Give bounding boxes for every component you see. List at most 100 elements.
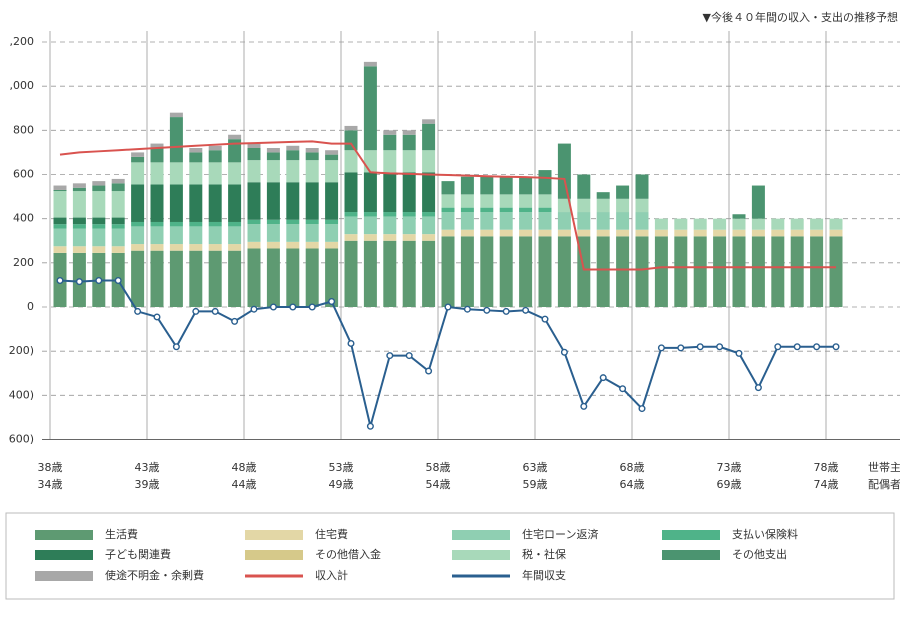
bar-segment <box>422 212 436 217</box>
bar-segment <box>460 236 474 307</box>
bar-segment <box>480 236 494 307</box>
bar-segment <box>247 148 261 161</box>
bar-segment <box>111 246 125 253</box>
x-tick-label-spouse: 44歳 <box>232 478 257 491</box>
bar-segment <box>344 125 358 131</box>
bar-segment <box>325 160 339 183</box>
bar-segment <box>131 152 145 157</box>
bar-segment <box>266 248 280 307</box>
bar-segment <box>92 224 106 229</box>
x-tick-label-spouse: 69歳 <box>717 478 742 491</box>
bar-segment <box>402 172 416 213</box>
x-tick-label: 68歳 <box>620 461 645 474</box>
bar-segment <box>92 228 106 247</box>
x-tick-label-spouse: 59歳 <box>523 478 548 491</box>
bar-segment <box>732 229 746 237</box>
bar-segment <box>363 216 377 235</box>
bar-segment <box>286 145 300 151</box>
bar-segment <box>383 216 397 235</box>
bar-segment <box>53 224 67 229</box>
bar-segment <box>150 250 164 307</box>
x-tick-label: 63歳 <box>523 461 548 474</box>
bar-segment <box>228 184 242 222</box>
bar-segment <box>247 160 261 183</box>
bar-segment <box>616 198 630 213</box>
bar-segment <box>189 152 203 163</box>
line-marker <box>813 343 821 351</box>
bar-segment <box>131 244 145 251</box>
bar-segment <box>344 234 358 241</box>
legend-swatch <box>662 530 720 540</box>
bar-segment <box>538 207 552 213</box>
bar-segment <box>305 148 319 153</box>
bar-segment <box>713 218 727 230</box>
line-marker <box>754 384 762 392</box>
bar-segment <box>228 162 242 185</box>
bar-segment <box>266 148 280 153</box>
line-marker <box>793 343 801 351</box>
bar-segment <box>596 192 610 199</box>
bar-segment <box>131 226 145 245</box>
line-marker <box>677 344 685 352</box>
bar-segment <box>305 219 319 225</box>
legend-swatch <box>452 530 510 540</box>
bar-segment <box>441 229 455 237</box>
line-marker <box>483 306 491 314</box>
bar-segment <box>228 226 242 245</box>
bar-segment <box>169 162 183 185</box>
bar-segment <box>751 185 765 219</box>
bar-segment <box>519 212 533 230</box>
line-marker <box>75 278 83 286</box>
line-marker <box>774 343 782 351</box>
bar-segment <box>713 229 727 237</box>
bar-segment <box>131 162 145 185</box>
bar-segment <box>169 112 183 118</box>
row-label: 世帯主 <box>868 461 900 474</box>
bar-segment <box>189 244 203 251</box>
legend-label: 生活費 <box>105 527 138 541</box>
bar-segment <box>305 160 319 183</box>
bar-segment <box>674 236 688 307</box>
bar-segment <box>480 176 494 195</box>
bar-segment <box>519 236 533 307</box>
chart-title: ▼今後４０年間の収入・支出の推移予想 <box>703 10 898 24</box>
bar-segment <box>383 240 397 307</box>
bar-segment <box>383 150 397 173</box>
bar-segment <box>616 185 630 199</box>
bar-segment <box>247 248 261 307</box>
line-marker <box>560 348 568 356</box>
legend-label: 年間収支 <box>522 568 566 582</box>
bar-segment <box>383 234 397 241</box>
line-marker <box>114 277 122 285</box>
legend-label: その他借入金 <box>315 547 381 561</box>
bar-segment <box>228 250 242 307</box>
line-marker <box>231 317 239 325</box>
bar-segment <box>402 130 416 135</box>
bar-segment <box>305 152 319 161</box>
line-marker <box>638 405 646 413</box>
bar-segment <box>422 123 436 151</box>
bar-segment <box>72 187 86 192</box>
bar-segment <box>111 191 125 218</box>
legend-swatch <box>35 550 93 560</box>
bar-segment <box>111 224 125 229</box>
bar-segment <box>131 221 145 227</box>
line-marker <box>522 306 530 314</box>
bar-segment <box>53 228 67 247</box>
bar-segment <box>305 224 319 242</box>
bar-segment <box>616 229 630 237</box>
bar-segment <box>674 229 688 237</box>
line-marker <box>192 307 200 315</box>
bar-segment <box>92 181 106 186</box>
bar-segment <box>499 212 513 230</box>
bar-segment <box>286 160 300 183</box>
bar-segment <box>325 219 339 225</box>
bar-segment <box>150 162 164 185</box>
bar-segment <box>247 182 261 220</box>
bar-segment <box>189 184 203 222</box>
bar-segment <box>208 250 222 307</box>
bar-segment <box>422 172 436 213</box>
bar-segment <box>654 218 668 230</box>
x-tick-label-spouse: 49歳 <box>329 478 354 491</box>
